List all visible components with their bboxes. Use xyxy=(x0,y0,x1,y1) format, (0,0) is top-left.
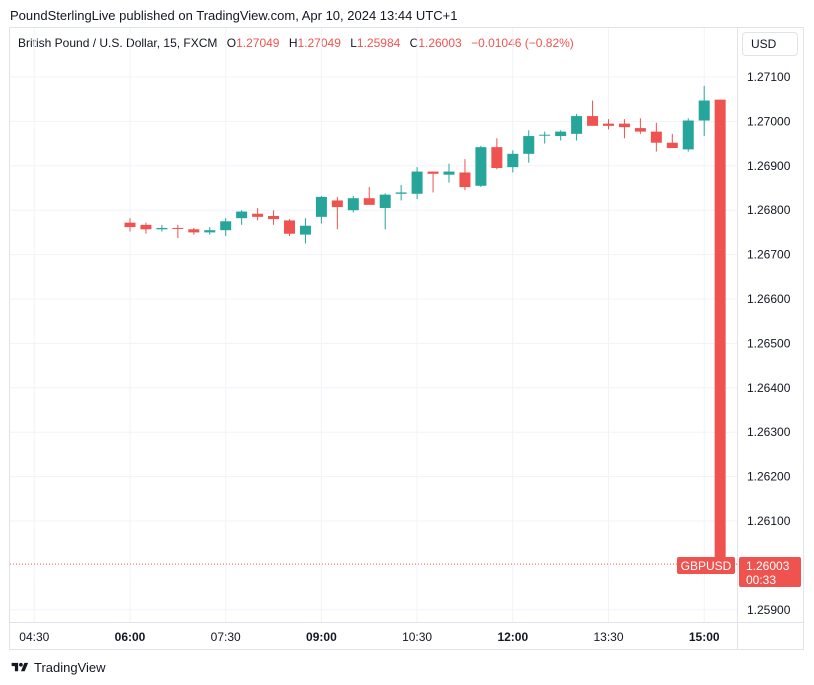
chart-frame xyxy=(9,27,804,650)
publisher-line: PoundSterlingLive published on TradingVi… xyxy=(10,8,458,23)
ohlc-legend: British Pound / U.S. Dollar, 15, FXCM O1… xyxy=(18,36,574,50)
footer-brand[interactable]: TradingView xyxy=(34,660,106,675)
footer: TradingView xyxy=(10,660,106,675)
currency-button[interactable]: USD xyxy=(742,32,798,56)
symbol-description[interactable]: British Pound / U.S. Dollar, 15, FXCM xyxy=(18,36,218,50)
tradingview-logo-icon xyxy=(11,662,29,672)
open-label: O xyxy=(226,36,237,50)
low-value: 1.25984 xyxy=(356,36,401,50)
low-label: L xyxy=(350,36,357,50)
change-value: −0.01046 (−0.82%) xyxy=(471,36,574,50)
high-label: H xyxy=(288,36,298,50)
open-value: 1.27049 xyxy=(236,36,280,50)
close-label: C xyxy=(409,36,419,50)
high-value: 1.27049 xyxy=(297,36,341,50)
close-value: 1.26003 xyxy=(418,36,462,50)
